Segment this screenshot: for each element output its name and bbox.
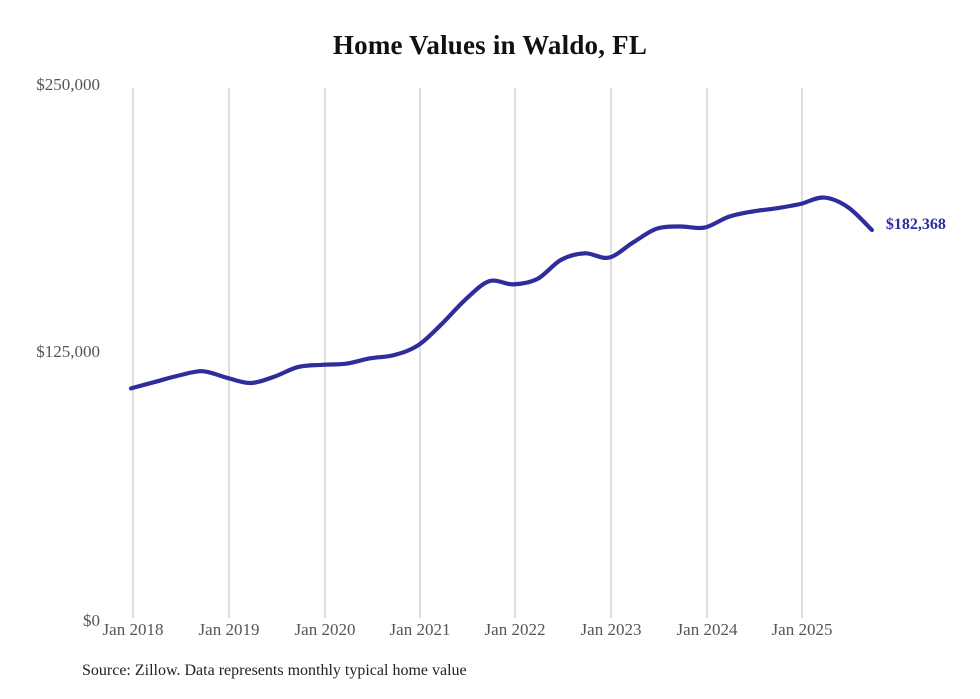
data-line-typical-home-value (128, 195, 874, 391)
x-axis-tick-jan-2020: Jan 2020 (294, 620, 356, 639)
y-axis-tick-0: $0 (83, 611, 100, 630)
x-axis-tick-jan-2025: Jan 2025 (771, 620, 833, 639)
x-axis-tick-jan-2022: Jan 2022 (484, 620, 546, 639)
chart-title: Home Values in Waldo, FL (332, 30, 648, 60)
gridlines (132, 88, 803, 618)
y-axis-tick-125000: $125,000 (36, 342, 100, 361)
end-value-annotation: $182,368 (885, 216, 946, 233)
x-axis-tick-jan-2018: Jan 2018 (102, 620, 164, 639)
y-axis-tick-250000: $250,000 (36, 75, 100, 94)
x-axis-tick-jan-2021: Jan 2021 (389, 620, 451, 639)
x-axis-tick-jan-2019: Jan 2019 (198, 620, 260, 639)
x-axis-tick-jan-2023: Jan 2023 (580, 620, 642, 639)
source-note: Source: Zillow. Data represents monthly … (82, 662, 467, 679)
x-axis-tick-jan-2024: Jan 2024 (676, 620, 738, 639)
